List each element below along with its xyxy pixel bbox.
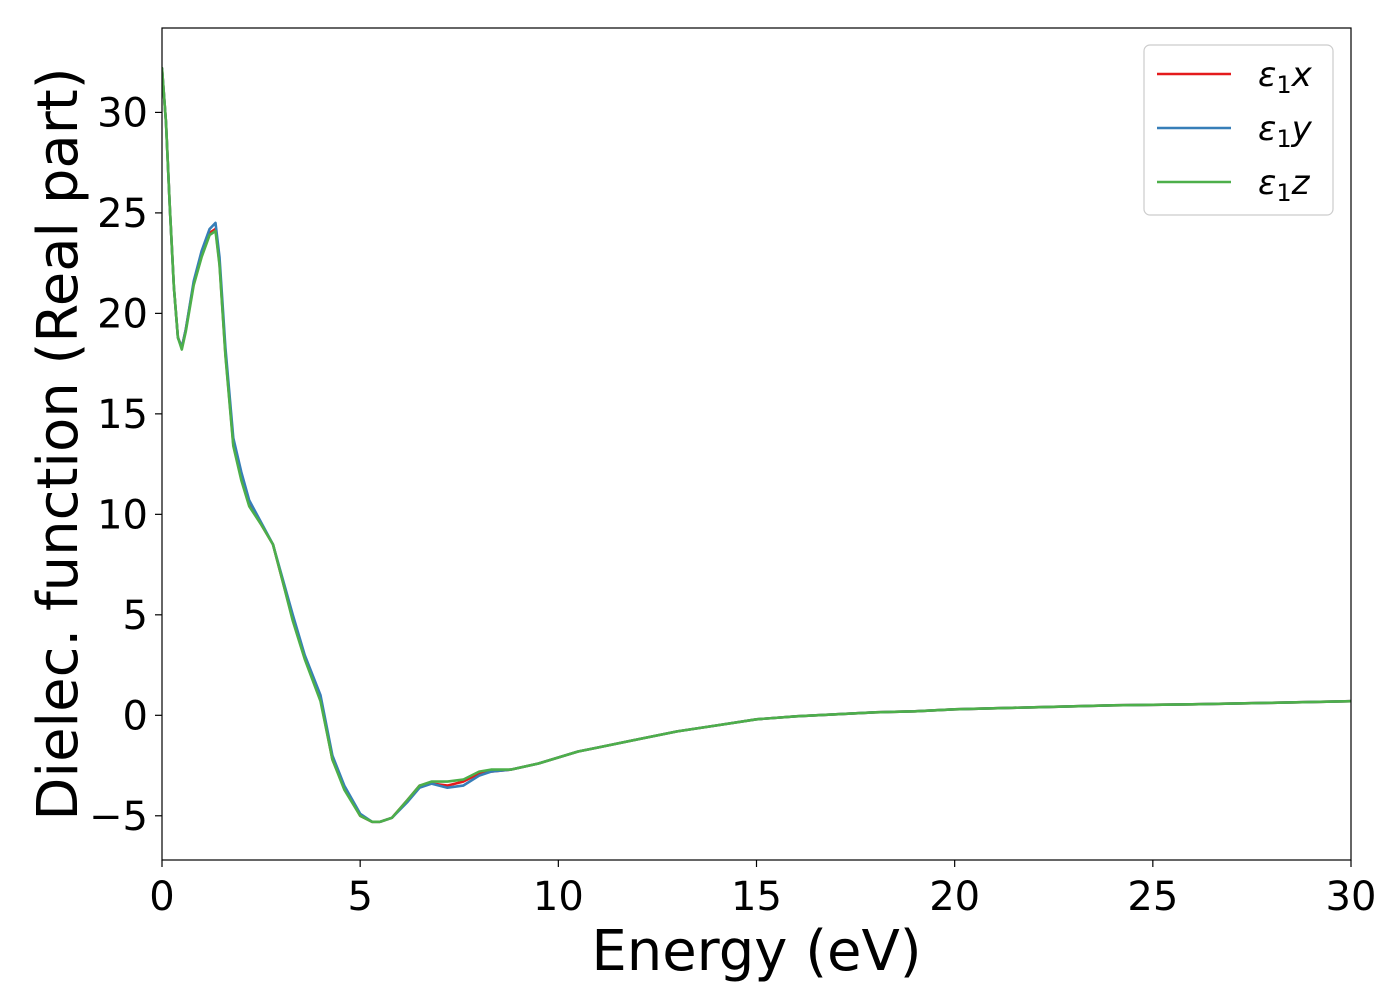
y-tick-label: 20 [97,291,148,337]
legend-frame [1143,44,1334,216]
series-line-z [162,66,1351,824]
y-tick-label: 15 [97,392,148,438]
y-tick-label: 10 [97,492,148,538]
x-tick-label: 15 [731,874,782,920]
x-tick-label: 25 [1127,874,1178,920]
legend-label-y: ε1y [1258,109,1313,153]
x-tick-label: 20 [929,874,980,920]
x-tick-label: 5 [347,874,372,920]
x-axis-title: Energy (eV) [591,919,921,984]
y-axis-title: Dielec. function (Real part) [26,67,91,820]
y-tick-label: 30 [97,90,148,136]
y-tick-label: 5 [123,593,148,639]
legend-label-x: ε1x [1258,55,1313,99]
y-tick-label: 25 [97,191,148,237]
legend: ε1x ε1y ε1z [1143,44,1334,216]
x-tick-label: 10 [533,874,584,920]
legend-label-z: ε1z [1258,163,1311,207]
y-tick-label: 0 [123,693,148,739]
y-tick-label: −5 [89,794,148,840]
x-tick-label: 0 [149,874,174,920]
x-tick-label: 30 [1326,874,1377,920]
